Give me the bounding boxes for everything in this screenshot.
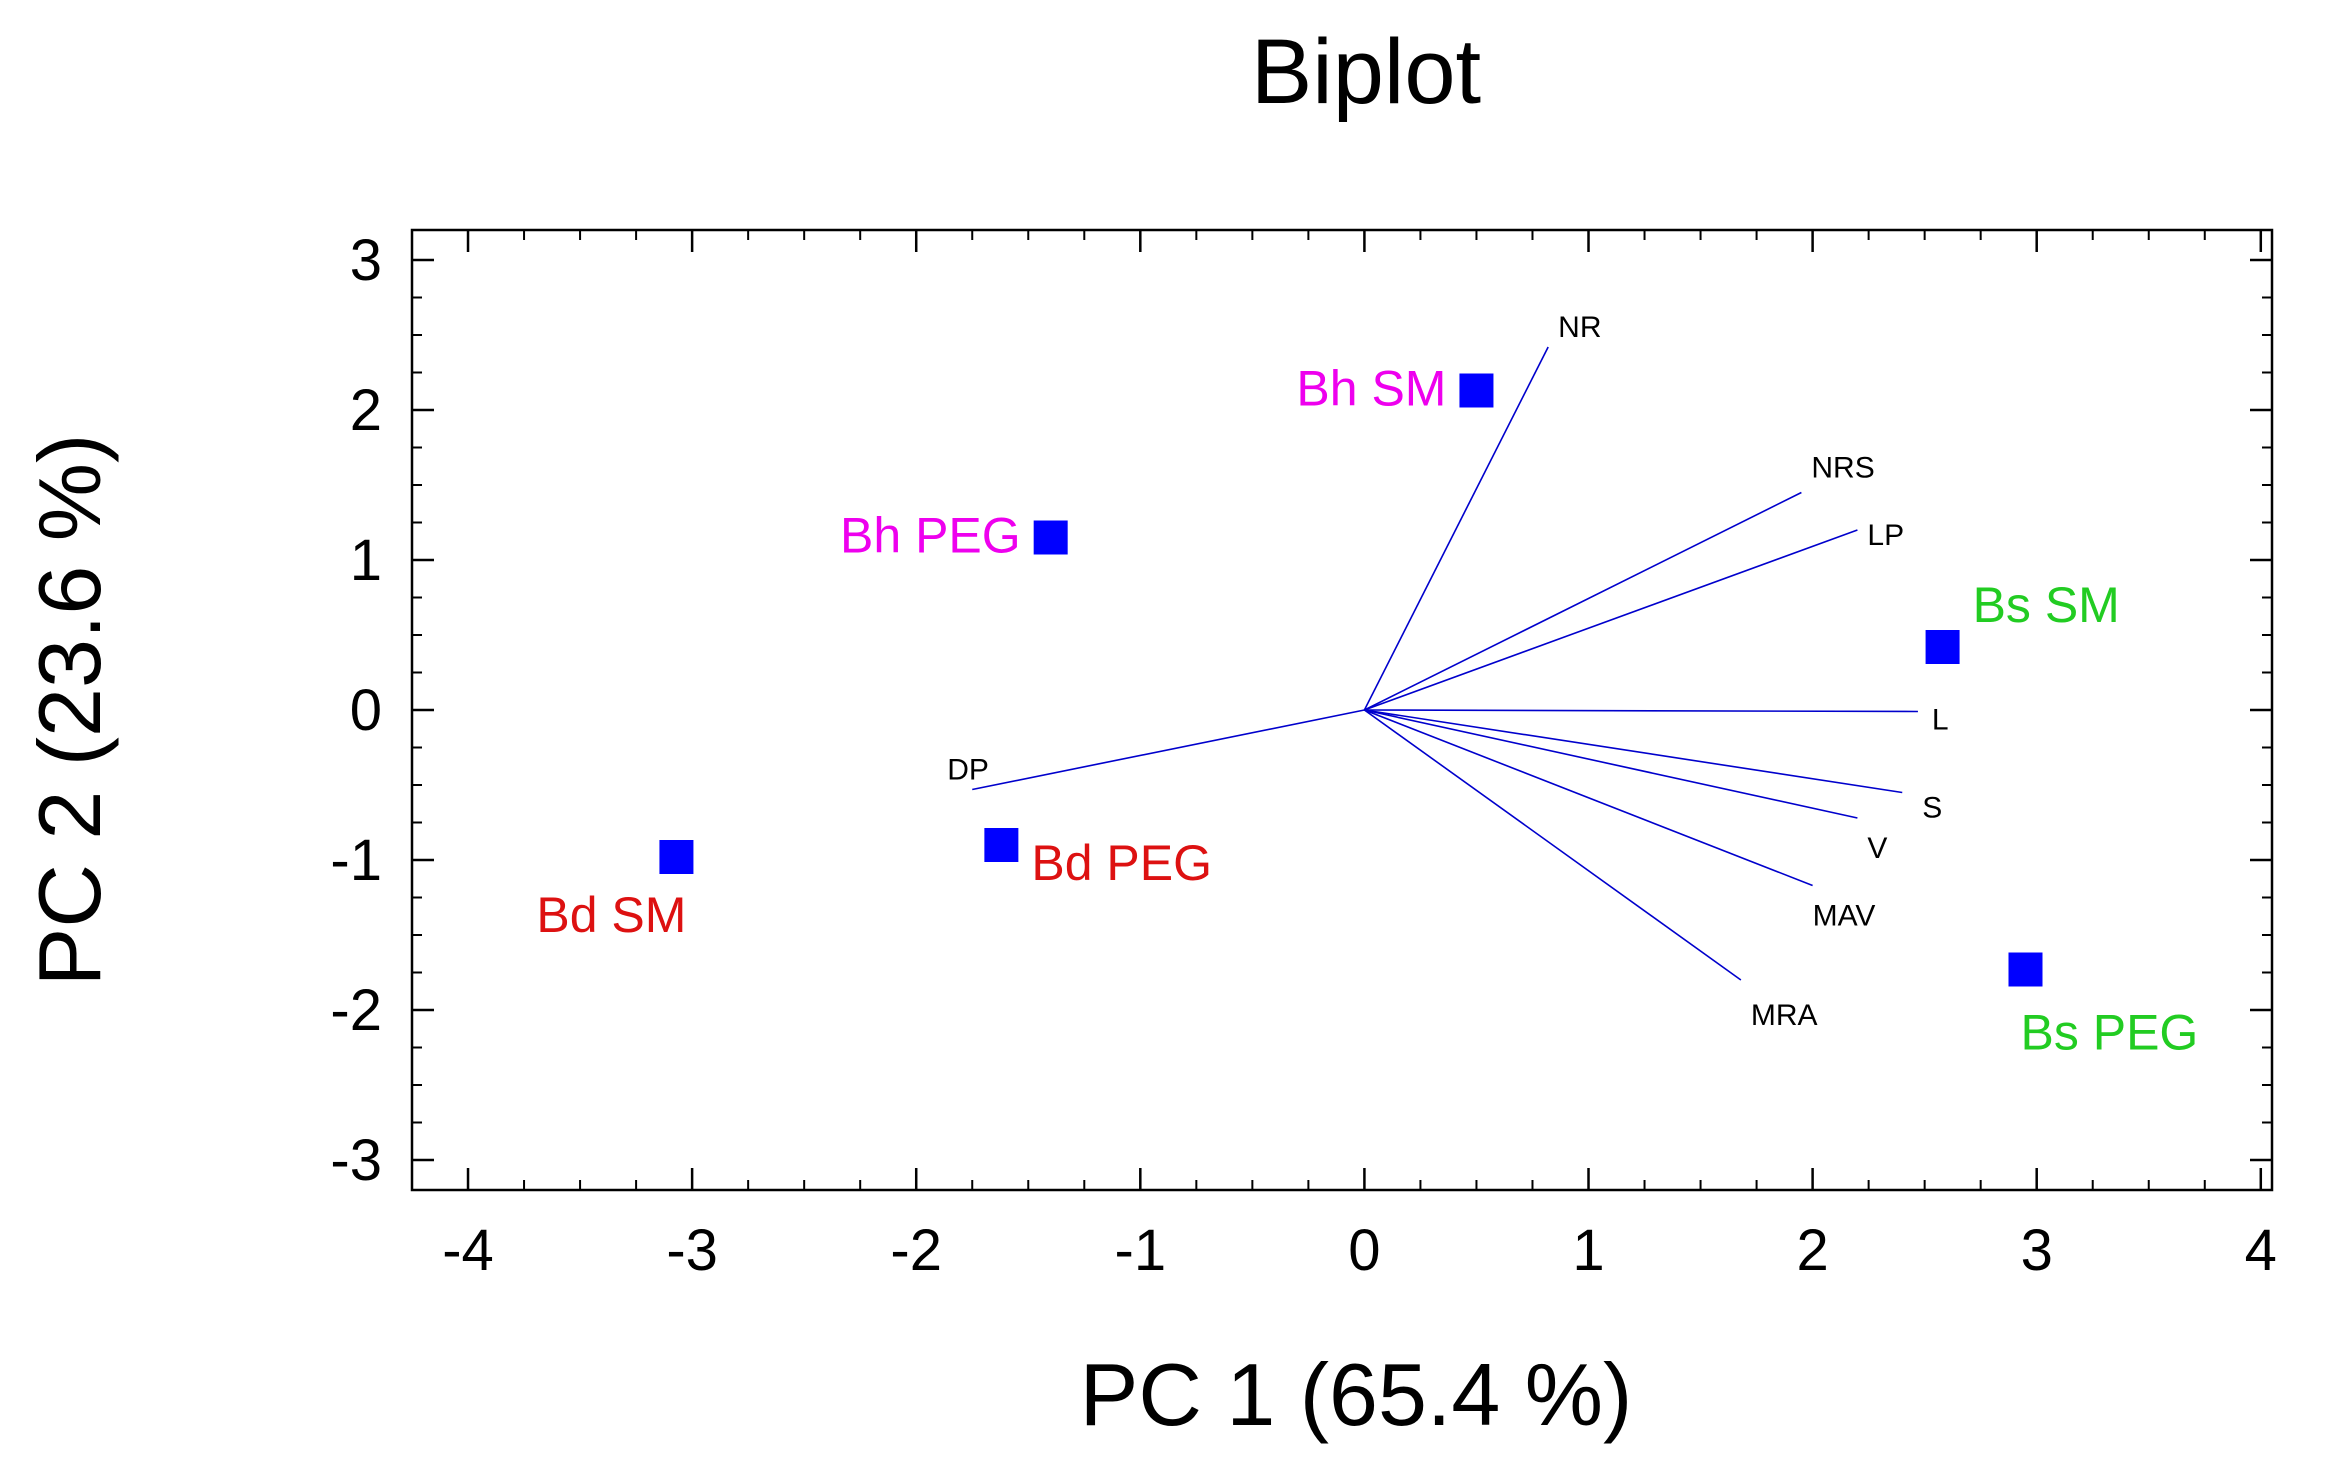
loading-vector-label: V (1867, 832, 1887, 865)
loading-vector-l (1364, 709, 1918, 713)
loading-vector-nr (1363, 346, 1549, 711)
y-tick-label: 3 (350, 228, 382, 293)
x-tick-label: -2 (890, 1218, 942, 1283)
x-tick-label: 2 (1796, 1218, 1828, 1283)
loading-vector-label: MAV (1813, 900, 1876, 933)
score-point-label: Bd SM (536, 887, 686, 943)
x-tick-label: 3 (2021, 1218, 2053, 1283)
loading-vector-label: MRA (1751, 999, 1818, 1032)
score-point-marker (1925, 630, 1960, 664)
x-tick-label: -3 (666, 1218, 718, 1283)
score-point-marker (659, 840, 694, 874)
loading-vector-v (1364, 709, 1858, 819)
loading-vector-label: LP (1867, 519, 1904, 552)
x-tick-label: 4 (2245, 1218, 2277, 1283)
y-tick-label: 1 (350, 528, 382, 593)
x-tick-label: 1 (1572, 1218, 1604, 1283)
y-tick-label: 2 (350, 378, 382, 443)
loading-vector-s (1364, 709, 1903, 794)
loading-vector-nrs (1364, 491, 1802, 711)
x-tick-label: -1 (1115, 1218, 1167, 1283)
score-points: Bh SM Bh PEG Bs SM Bs PEG Bd SM Bd PEG (536, 361, 2198, 1061)
y-tick-label: -1 (330, 828, 382, 893)
score-point-marker (1459, 373, 1494, 408)
loading-vector-label: NRS (1811, 452, 1874, 485)
score-point-label: Bd PEG (1031, 835, 1212, 891)
y-tick-label: -2 (330, 978, 382, 1043)
score-point-label: Bh PEG (840, 508, 1021, 564)
loading-vector-mav (1364, 709, 1813, 887)
y-axis-title: PC 2 (23.6 %) (20, 434, 119, 987)
y-tick-label: 0 (350, 678, 382, 743)
x-axis-title: PC 1 (65.4 %) (1080, 1345, 1633, 1444)
chart-title: Biplot (1251, 21, 1481, 123)
score-point-label: Bs PEG (2020, 1005, 2198, 1061)
score-point-marker (1033, 520, 1068, 555)
y-tick-label: -3 (330, 1128, 382, 1193)
axis-ticks (411, 230, 2272, 1190)
loading-vector-dp (972, 709, 1365, 791)
y-tick-labels: -3 -2 -1 0 1 2 3 (330, 228, 382, 1193)
score-point-label: Bs SM (1973, 577, 2120, 633)
score-point-label: Bh SM (1296, 361, 1446, 417)
loading-vectors: NR NRS LP L S V MAV MRA DP (947, 311, 1948, 1032)
loading-vector-mra (1363, 709, 1742, 981)
score-point-marker (984, 828, 1019, 862)
x-tick-label: -4 (442, 1218, 494, 1283)
loading-vector-label: NR (1558, 311, 1601, 344)
loading-vector-label: L (1932, 704, 1949, 737)
score-point-marker (2008, 952, 2043, 987)
loading-vector-label: DP (947, 754, 989, 787)
x-tick-labels: -4 -3 -2 -1 0 1 2 3 4 (442, 1218, 2277, 1283)
loading-vector-label: S (1922, 792, 1942, 825)
x-tick-label: 0 (1348, 1218, 1380, 1283)
loading-vector-lp (1364, 529, 1858, 711)
